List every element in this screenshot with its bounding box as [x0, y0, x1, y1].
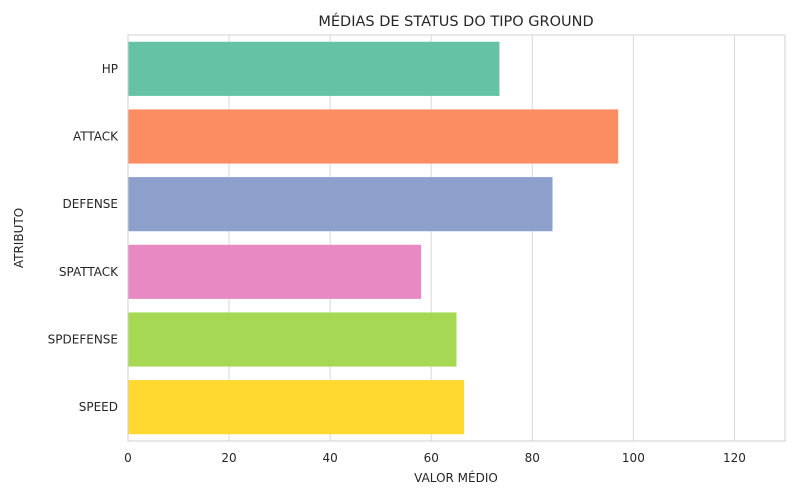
- x-tick-label: 100: [622, 451, 645, 465]
- x-tick-label: 60: [424, 451, 439, 465]
- y-axis-label: ATRIBUTO: [12, 208, 26, 268]
- x-tick-labels: 0 20 40 60 80 100 120: [124, 451, 746, 465]
- y-tick-label-spdefense: SPDEFENSE: [48, 333, 118, 347]
- y-tick-label-attack: ATTACK: [73, 130, 119, 144]
- x-tick-label: 20: [221, 451, 236, 465]
- y-tick-label-hp: HP: [102, 62, 118, 76]
- y-tick-label-defense: DEFENSE: [63, 197, 118, 211]
- y-tick-labels: HP ATTACK DEFENSE SPATTACK SPDEFENSE SPEED: [48, 62, 119, 414]
- bar-attack: [128, 109, 619, 164]
- plot-frame: [127, 34, 786, 442]
- y-tick-label-spattack: SPATTACK: [59, 265, 119, 279]
- bar-speed: [128, 380, 465, 435]
- chart-title: MÉDIAS DE STATUS DO TIPO GROUND: [318, 13, 593, 30]
- bar-hp: [128, 41, 500, 96]
- bars: [128, 41, 619, 435]
- bar-defense: [128, 177, 553, 232]
- x-axis-label: VALOR MÉDIO: [414, 470, 498, 485]
- x-tick-label: 80: [525, 451, 540, 465]
- x-tick-label: 0: [124, 451, 132, 465]
- x-tick-label: 40: [323, 451, 338, 465]
- x-tick-label: 120: [723, 451, 746, 465]
- bar-spattack: [128, 244, 422, 299]
- bar-spdefense: [128, 312, 457, 367]
- grid-lines: [228, 35, 735, 441]
- y-tick-label-speed: SPEED: [79, 400, 118, 414]
